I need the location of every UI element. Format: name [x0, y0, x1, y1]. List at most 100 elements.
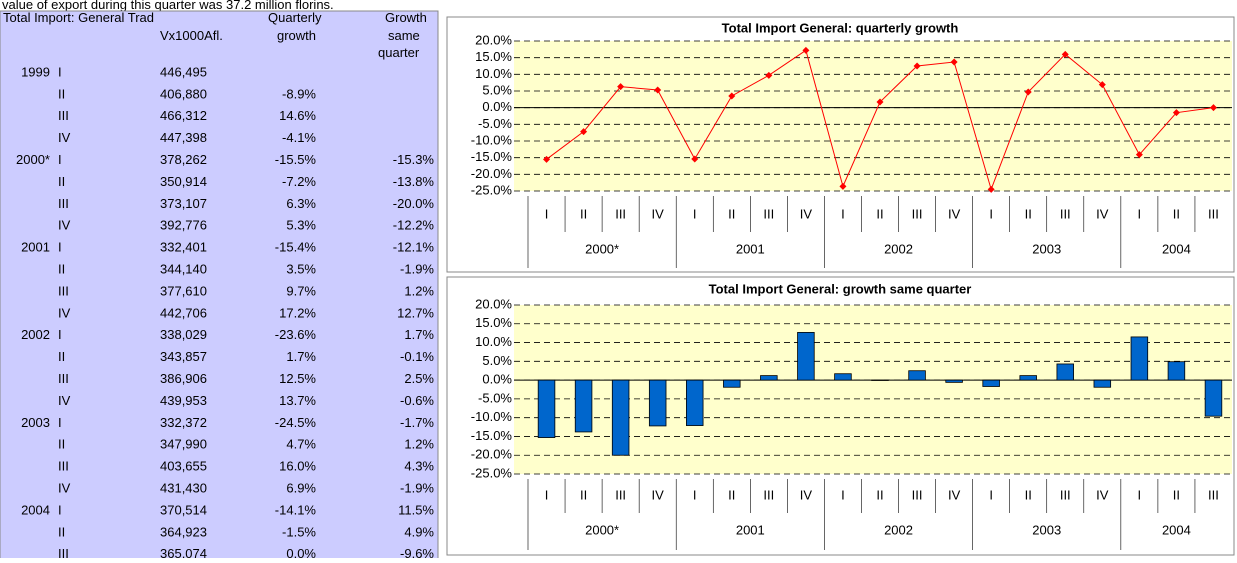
table-cell: I: [58, 152, 62, 167]
bar: [909, 371, 926, 380]
y-tick-label: -20.0%: [471, 166, 513, 181]
bar: [835, 374, 852, 380]
x-group-label: 2000*: [585, 522, 619, 537]
table-cell: 12.5%: [279, 371, 316, 386]
x-tick-label: IV: [948, 206, 961, 221]
table-cell: -1.9%: [400, 481, 434, 496]
x-tick-label: II: [1173, 487, 1180, 502]
y-tick-label: 10.0%: [475, 66, 512, 81]
x-group-label: 2003: [1032, 241, 1061, 256]
y-tick-label: -10.0%: [471, 132, 513, 147]
x-tick-label: I: [989, 206, 993, 221]
table-cell: III: [58, 546, 69, 558]
table-cell: III: [58, 283, 69, 298]
table-header: Quarterly: [268, 10, 322, 25]
x-tick-label: IV: [1096, 487, 1109, 502]
table-cell: -1.5%: [282, 524, 316, 539]
x-tick-label: III: [763, 487, 774, 502]
bar: [686, 380, 703, 425]
table-cell: 5.3%: [286, 218, 316, 233]
x-tick-label: II: [580, 206, 587, 221]
table-cell: 466,312: [160, 108, 207, 123]
table-cell: IV: [58, 218, 71, 233]
x-tick-label: II: [876, 206, 883, 221]
table-cell: -1.9%: [400, 262, 434, 277]
table-cell: -15.4%: [275, 240, 317, 255]
table-header: Total Import: General Trad: [3, 10, 154, 25]
x-tick-label: I: [1138, 206, 1142, 221]
table-cell: 344,140: [160, 262, 207, 277]
table-cell: III: [58, 196, 69, 211]
y-tick-label: 20.0%: [475, 32, 512, 47]
table-cell: -9.6%: [400, 546, 434, 558]
table-cell: 1999: [21, 64, 50, 79]
table-cell: 11.5%: [398, 502, 434, 517]
table-cell: 406,880: [160, 86, 207, 101]
table-cell: 14.6%: [279, 108, 316, 123]
bar: [1131, 337, 1148, 380]
x-group-label: 2001: [736, 241, 765, 256]
plot-area: [514, 41, 1232, 191]
table-cell: 378,262: [160, 152, 207, 167]
table-cell: 13.7%: [279, 393, 316, 408]
table-cell: IV: [58, 305, 71, 320]
x-tick-label: II: [1173, 206, 1180, 221]
y-tick-label: -15.0%: [471, 149, 513, 164]
table-cell: 370,514: [160, 502, 207, 517]
y-tick-label: 10.0%: [475, 334, 512, 349]
x-tick-label: II: [1025, 206, 1032, 221]
table-cell: 3.5%: [286, 262, 316, 277]
x-tick-label: III: [912, 487, 923, 502]
x-group-label: 2004: [1162, 522, 1191, 537]
table-cell: 365,074: [160, 546, 207, 558]
x-tick-label: III: [763, 206, 774, 221]
table-cell: 2001: [21, 240, 50, 255]
table-cell: III: [58, 108, 69, 123]
table-cell: 442,706: [160, 305, 207, 320]
table-cell: 350,914: [160, 174, 207, 189]
table-cell: II: [58, 524, 65, 539]
y-tick-label: 20.0%: [475, 296, 512, 311]
table-header: quarter: [378, 45, 420, 60]
table-cell: -24.5%: [275, 415, 317, 430]
table-cell: II: [58, 262, 65, 277]
table-cell: 0.0%: [286, 546, 316, 558]
table-cell: 392,776: [160, 218, 207, 233]
x-tick-label: IV: [1096, 206, 1109, 221]
y-tick-label: 5.0%: [482, 353, 512, 368]
table-header: same: [388, 28, 420, 43]
table-cell: IV: [58, 481, 71, 496]
table-cell: 1.2%: [404, 283, 434, 298]
table-cell: 446,495: [160, 64, 207, 79]
table-cell: II: [58, 349, 65, 364]
x-tick-label: I: [693, 487, 697, 502]
y-tick-label: -20.0%: [471, 447, 513, 462]
table-cell: 439,953: [160, 393, 207, 408]
x-tick-label: II: [728, 206, 735, 221]
table-cell: 332,401: [160, 240, 207, 255]
table-cell: 17.2%: [279, 305, 316, 320]
x-tick-label: IV: [652, 487, 665, 502]
table-cell: -0.1%: [400, 349, 434, 364]
bar: [946, 380, 963, 382]
table-cell: -1.7%: [400, 415, 434, 430]
table-cell: -13.8%: [393, 174, 435, 189]
table-cell: 2003: [21, 415, 50, 430]
table-cell: -23.6%: [275, 327, 317, 342]
table-cell: -14.1%: [275, 502, 317, 517]
x-tick-label: I: [841, 487, 845, 502]
x-tick-label: III: [1208, 206, 1219, 221]
bar: [723, 380, 740, 387]
table-cell: 332,372: [160, 415, 207, 430]
table-cell: 2002: [21, 327, 50, 342]
bar: [1057, 364, 1074, 380]
table-cell: -20.0%: [393, 196, 435, 211]
table-cell: 431,430: [160, 481, 207, 496]
table-cell: 16.0%: [279, 459, 316, 474]
y-tick-label: -25.0%: [471, 182, 513, 197]
x-tick-label: III: [912, 206, 923, 221]
table-cell: 9.7%: [286, 283, 316, 298]
table-cell: 338,029: [160, 327, 207, 342]
